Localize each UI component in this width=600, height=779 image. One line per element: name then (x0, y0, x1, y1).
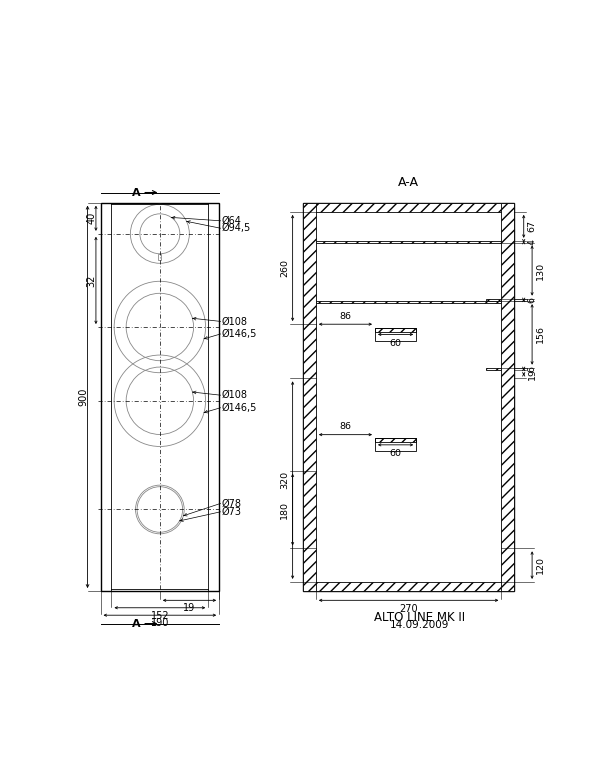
Text: Ø78: Ø78 (221, 499, 241, 509)
Bar (502, 203, 514, 591)
Text: 152: 152 (151, 611, 169, 621)
Text: 67: 67 (527, 220, 536, 232)
Text: 120: 120 (536, 556, 545, 574)
Bar (303, 203, 316, 591)
Text: 190: 190 (151, 618, 169, 628)
Text: 320: 320 (280, 471, 289, 489)
Text: 86: 86 (340, 422, 352, 432)
Text: 260: 260 (280, 259, 289, 277)
Text: Ø108: Ø108 (221, 390, 247, 400)
Text: 270: 270 (400, 604, 418, 614)
Text: 6: 6 (527, 366, 536, 372)
Bar (375, 439, 416, 442)
Bar (303, 203, 514, 591)
Text: Ø73: Ø73 (221, 507, 241, 516)
Text: Ø94,5: Ø94,5 (221, 224, 251, 233)
Text: 900: 900 (78, 388, 88, 406)
Text: ALTO LINE MK II: ALTO LINE MK II (374, 611, 465, 623)
Bar (486, 298, 502, 301)
Bar (303, 203, 514, 212)
Text: 32: 32 (87, 274, 97, 287)
Text: Ø146,5: Ø146,5 (221, 403, 257, 413)
Text: 60: 60 (389, 339, 401, 348)
Text: 60: 60 (389, 449, 401, 459)
Bar (101, 203, 219, 591)
Text: 86: 86 (340, 312, 352, 321)
Bar (375, 439, 416, 451)
Text: 6: 6 (527, 297, 536, 303)
Text: 130: 130 (536, 262, 545, 280)
Text: 14.09.2009: 14.09.2009 (389, 620, 449, 630)
Text: 19: 19 (184, 603, 196, 613)
Bar (316, 241, 502, 242)
Text: A-A: A-A (398, 176, 419, 189)
Text: Ø146,5: Ø146,5 (221, 329, 257, 339)
Text: 4: 4 (527, 238, 536, 245)
Text: A: A (133, 619, 141, 629)
Bar (158, 254, 161, 260)
Text: 156: 156 (536, 326, 545, 344)
Text: A: A (133, 188, 141, 198)
Bar (486, 368, 502, 370)
Text: 19: 19 (527, 368, 536, 380)
Bar (375, 328, 416, 341)
Text: 180: 180 (280, 501, 289, 519)
Bar (303, 582, 514, 591)
Text: 40: 40 (87, 212, 97, 224)
Bar (316, 301, 502, 303)
Text: Ø108: Ø108 (221, 316, 247, 326)
Text: Ø64: Ø64 (221, 216, 241, 226)
Bar (375, 328, 416, 332)
